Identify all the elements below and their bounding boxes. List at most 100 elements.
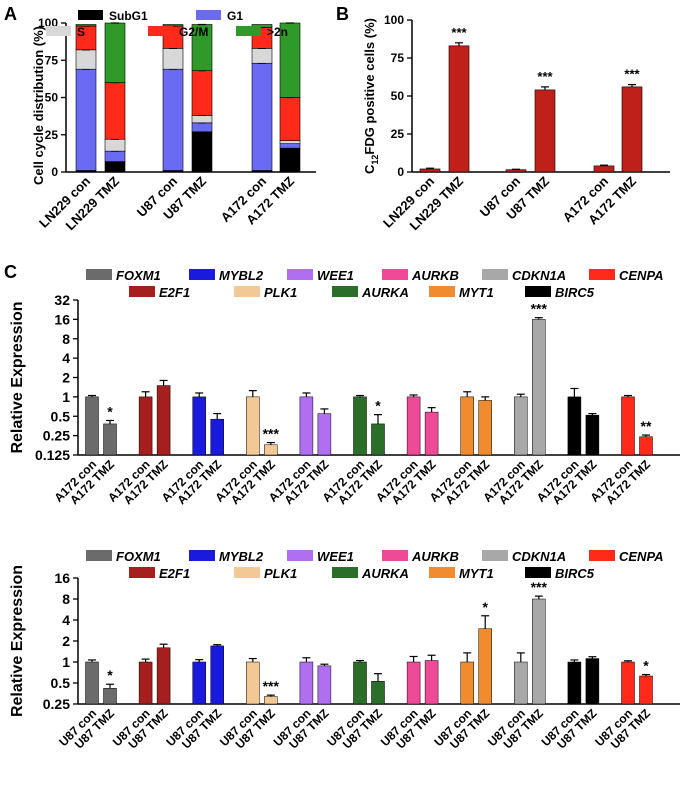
c2-y-tick-label: 0.25: [43, 696, 70, 712]
a-y-axis-title: Cell cycle distribution (%): [31, 26, 46, 185]
c1-legend-swatch: [382, 269, 408, 280]
a-bar-segment: [191, 122, 213, 133]
c1-legend-label: AURKB: [411, 268, 459, 283]
c1-legend-label: AURKA: [361, 285, 409, 300]
c1-bar: [353, 396, 367, 456]
c2-bar: [567, 661, 582, 705]
c1-legend-label: BIRC5: [555, 285, 595, 300]
a-bar-segment: [104, 22, 126, 83]
b-y-title-sub: 12: [370, 155, 380, 165]
a-bar-segment: [279, 147, 301, 173]
c2-bar: [639, 675, 653, 705]
c1-bar: [406, 396, 421, 456]
a-bar-segment: [191, 70, 213, 116]
c2-bar: [246, 661, 260, 705]
c1-legend-swatch: [287, 269, 313, 280]
c1-bar: [460, 396, 474, 456]
c1-legend-swatch: [525, 286, 551, 297]
c2-bar: [210, 645, 224, 705]
c2-bar: [156, 647, 171, 705]
a-legend-label: S: [77, 25, 85, 39]
c1-legend-swatch: [332, 286, 358, 297]
c1-legend-label: CDKN1A: [512, 268, 566, 283]
c2-legend-label: AURKB: [411, 549, 459, 564]
c2-y-tick-label: 1: [62, 654, 70, 670]
a-y-tick-label: 75: [45, 53, 59, 67]
c1-legend-label: MYBL2: [219, 268, 264, 283]
c1-bar: [585, 414, 600, 456]
c2-y-axis-title: Relative Expression: [9, 565, 26, 717]
c1-legend-label: CENPA: [619, 268, 664, 283]
a-bar-segment: [162, 68, 184, 171]
c2-y-tick-label: 2: [62, 633, 70, 649]
c2-legend-swatch: [382, 550, 408, 561]
c2-bar: [103, 688, 117, 705]
b-significance: ***: [537, 69, 553, 84]
c1-y-tick-label: 2: [62, 370, 70, 386]
c1-bar: [532, 319, 546, 456]
a-bar-segment: [162, 48, 184, 70]
c2-significance: *: [107, 667, 113, 683]
a-bar-segment: [104, 82, 126, 140]
c1-significance: ***: [531, 301, 548, 317]
c1-bar: [639, 436, 653, 456]
chart-c-a172-expression: 0.125 0.25 0.5 1 2 4 8 16 32 Relative Expression F…: [9, 268, 680, 507]
a-legend-swatch: [148, 26, 173, 36]
chart-c-u87-expression: 0.25 0.5 1 2 4 8 16 Relative Expression FOXM1 MYB…: [9, 549, 680, 751]
c1-significance: **: [641, 418, 652, 434]
a-bar-segment: [104, 138, 126, 152]
c2-bar: [514, 661, 528, 705]
a-legend-label: >2n: [267, 25, 288, 39]
a-bar-segment: [279, 140, 301, 144]
c2-y-tick-label: 0.5: [51, 675, 71, 691]
c1-bar: [621, 396, 635, 456]
b-y-tick-label: 100: [384, 13, 404, 27]
c1-y-tick-label: 0.125: [35, 447, 70, 463]
c1-legend-swatch: [482, 269, 508, 280]
c1-legend-label: MYT1: [459, 285, 494, 300]
a-bar-segment: [251, 24, 273, 28]
c2-y-tick-label: 16: [54, 570, 70, 586]
c2-bar: [406, 661, 421, 705]
b-bar: [621, 86, 643, 173]
c1-bar: [138, 396, 153, 456]
a-bar-segment: [191, 115, 213, 124]
c1-bar: [264, 444, 278, 456]
c2-significance: ***: [531, 579, 548, 595]
a-y-tick-label: 25: [45, 128, 59, 142]
a-bar-segment: [251, 62, 273, 171]
c1-y-axis-title: Relative Expression: [9, 301, 26, 453]
c1-legend-swatch: [429, 286, 455, 297]
c2-legend-swatch: [287, 550, 313, 561]
c2-legend-label: FOXM1: [116, 549, 161, 564]
b-bar: [505, 169, 527, 173]
c2-bar: [424, 660, 439, 705]
c2-y-tick-label: 4: [62, 612, 70, 628]
c1-legend-swatch: [589, 269, 615, 280]
c2-bar: [138, 661, 153, 705]
b-y-tick-label: 75: [391, 51, 405, 65]
a-legend-swatch: [46, 26, 71, 36]
c2-bar: [299, 661, 314, 705]
c1-legend-label: PLK1: [264, 285, 297, 300]
c1-legend-swatch: [129, 286, 155, 297]
b-y-title-rest: FDG positive cells (%): [362, 18, 377, 155]
c2-legend-swatch: [234, 567, 260, 578]
c2-bar: [532, 598, 546, 705]
c2-bar: [264, 696, 278, 705]
c2-legend-swatch: [332, 567, 358, 578]
a-y-tick-label: 50: [45, 91, 59, 105]
c2-bar: [192, 661, 206, 705]
c2-legend-label: E2F1: [159, 566, 190, 581]
a-legend-label: G2/M: [179, 25, 208, 39]
c1-bar: [246, 396, 260, 456]
c1-legend-label: FOXM1: [116, 268, 161, 283]
c1-bar: [103, 423, 117, 456]
a-bar-segment: [279, 97, 301, 142]
c2-bar: [371, 680, 385, 705]
c2-bar: [317, 665, 332, 705]
c2-bar: [585, 658, 600, 705]
c2-bar: [621, 661, 635, 705]
